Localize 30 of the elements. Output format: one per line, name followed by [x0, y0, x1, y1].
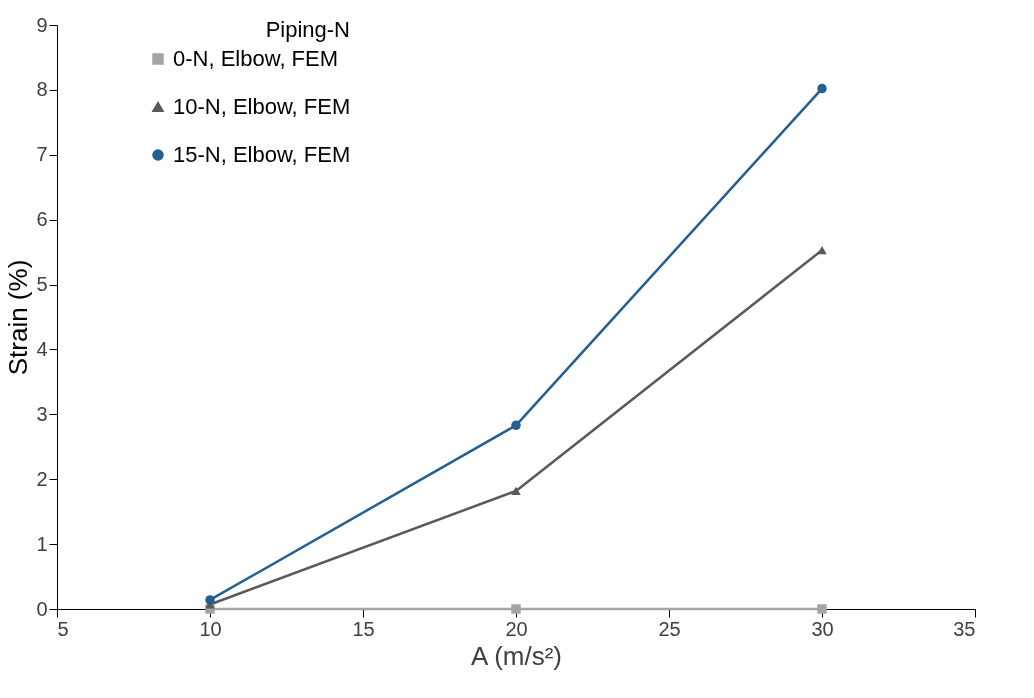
- x-tick-label: 10: [199, 617, 222, 640]
- point: [817, 604, 827, 614]
- x-tick-label: 30: [811, 617, 834, 640]
- y-axis-title: Strain (%): [3, 259, 34, 376]
- x-tick-label: 25: [658, 617, 681, 640]
- point: [817, 83, 827, 94]
- y-tick-label: 2: [36, 467, 48, 490]
- x-tick-label: 20: [505, 617, 528, 640]
- point: [205, 595, 215, 605]
- point: [817, 246, 827, 255]
- y-tick-label: 6: [36, 208, 48, 231]
- x-tick-label: 15: [352, 617, 375, 640]
- y-tick-label: 4: [36, 337, 48, 360]
- point: [511, 420, 521, 431]
- x-tick-label: 5: [57, 617, 69, 640]
- y-tick-label: 7: [36, 143, 48, 166]
- legend-label: 15-N, Elbow, FEM: [173, 142, 351, 167]
- y-tick-label: 3: [36, 402, 48, 425]
- y-tick-label: 1: [36, 532, 48, 555]
- x-axis-title: A (m/s²): [471, 640, 562, 671]
- legend-label: 0-N, Elbow, FEM: [173, 46, 339, 71]
- y-tick-label: 5: [36, 273, 48, 296]
- x-tick-label: 35: [953, 617, 976, 640]
- legend-title: Piping-N: [265, 17, 350, 42]
- point: [511, 604, 521, 614]
- legend-label: 10-N, Elbow, FEM: [173, 94, 351, 119]
- y-tick-label: 9: [36, 13, 48, 36]
- y-tick-label: 8: [36, 78, 48, 101]
- y-tick-label: 0: [36, 597, 48, 620]
- point: [511, 486, 521, 496]
